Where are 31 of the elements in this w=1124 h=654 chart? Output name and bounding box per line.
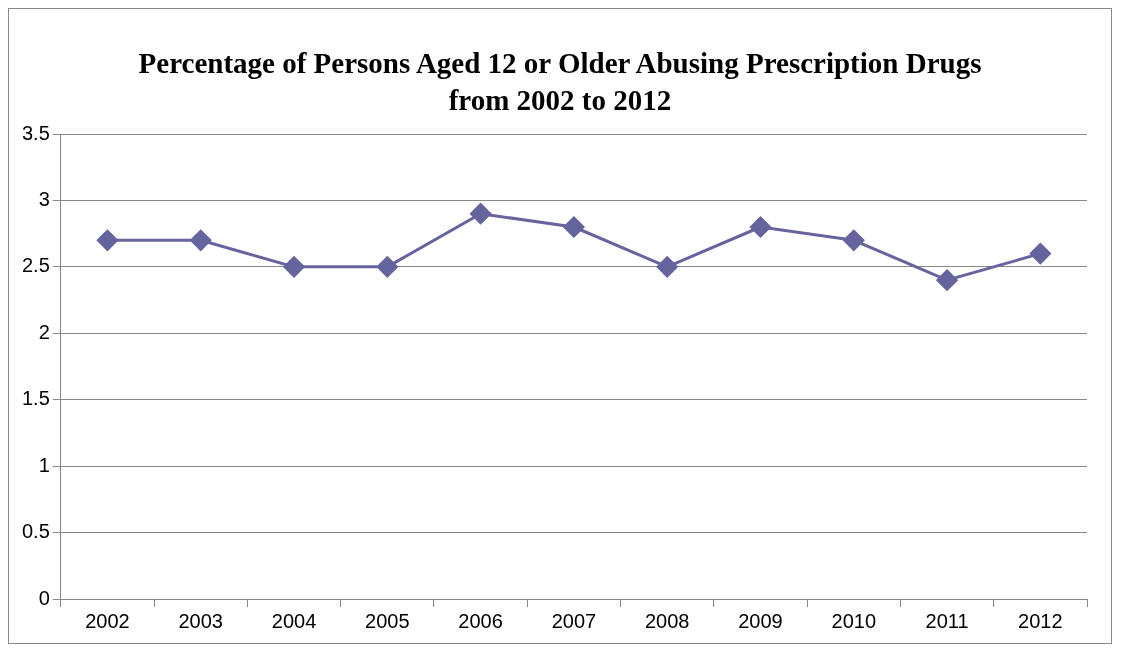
point xyxy=(843,229,865,251)
point xyxy=(283,256,305,278)
x-tick-label: 2007 xyxy=(551,609,597,632)
y-tick-label: 0.5 xyxy=(21,520,50,543)
x-tick-label: 2006 xyxy=(458,609,503,632)
point xyxy=(190,229,212,251)
x-tick-label: 2012 xyxy=(1018,609,1063,632)
x-tick-label: 2002 xyxy=(85,609,130,632)
x-tick-label: 2011 xyxy=(925,609,969,632)
x-tick-label: 2005 xyxy=(365,609,410,632)
x-tick-label: 2009 xyxy=(738,609,783,632)
y-tick-label: 1.5 xyxy=(21,387,50,410)
y-tick-label: 2 xyxy=(38,320,50,343)
x-tick-label: 2010 xyxy=(831,609,877,632)
x-tick-label: 2004 xyxy=(271,609,317,632)
x-tick-label: 2008 xyxy=(644,609,690,632)
y-tick-label: 2.5 xyxy=(21,254,50,277)
point xyxy=(470,203,492,225)
chart-title: Percentage of Persons Aged 12 or Older Abusing Prescription Drugs from 2002 to 2012 xyxy=(137,46,983,118)
point xyxy=(563,216,585,238)
point xyxy=(936,269,958,291)
point xyxy=(1029,243,1051,265)
x-tick-label: 2003 xyxy=(178,609,223,632)
y-tick-label: 3 xyxy=(38,187,50,210)
point xyxy=(376,256,398,278)
y-tick-label: 0 xyxy=(38,586,50,609)
point xyxy=(749,216,771,238)
y-tick-label: 1 xyxy=(38,453,50,476)
y-tick-label: 3.5 xyxy=(21,121,50,144)
point xyxy=(656,256,678,278)
point xyxy=(96,229,118,251)
